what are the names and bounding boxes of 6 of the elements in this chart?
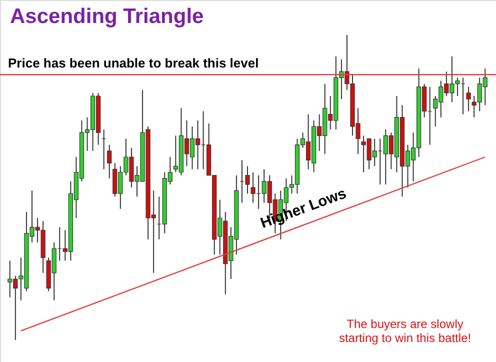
- chart-title: Ascending Triangle: [10, 5, 204, 28]
- annotation: The buyers are slowly starting to win this battle!: [338, 317, 472, 345]
- ref-line-label: Price has been unable to break this level: [8, 56, 259, 71]
- text: Higher Lows: [258, 185, 349, 232]
- candlestick: [107, 144, 112, 179]
- candlestick: [466, 86, 471, 112]
